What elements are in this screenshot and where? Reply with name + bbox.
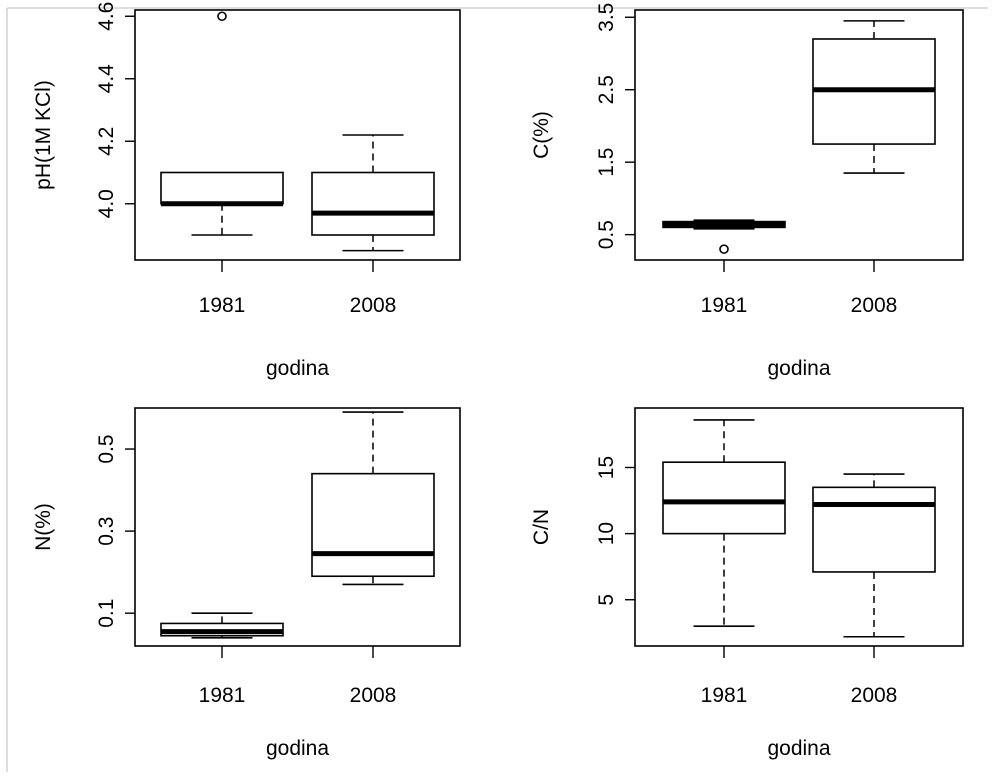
x-axis-label: godina (266, 357, 329, 380)
box-2008 (311, 171, 435, 236)
x-axis-label: godina (767, 357, 830, 380)
plot-frame-3 (134, 407, 461, 647)
y-tick-label: 0.5 (595, 220, 618, 249)
box-2008 (812, 486, 936, 573)
y-tick-label: 4.0 (95, 189, 118, 218)
box-1981 (662, 461, 786, 535)
x-tick-label: 1981 (701, 294, 748, 317)
plot-frame-2 (634, 9, 964, 261)
y-tick-label: 5 (595, 594, 618, 606)
y-axis-label: pH(1M KCl) (32, 80, 55, 190)
y-tick-label: 10 (595, 522, 618, 545)
y-tick-label: 1.5 (595, 148, 618, 177)
y-tick-label: 0.1 (95, 599, 118, 628)
y-axis-label: C/N (530, 509, 553, 545)
y-tick-label: 0.3 (95, 517, 118, 546)
y-tick-label: 4.4 (95, 64, 118, 94)
y-axis-label: C(%) (530, 111, 553, 159)
outlier-point-1981-0 (217, 11, 227, 22)
y-tick-label: 4.6 (95, 2, 118, 31)
y-tick-label: 3.5 (595, 3, 618, 32)
x-tick-label: 1981 (199, 684, 246, 707)
y-tick-label: 4.2 (95, 127, 118, 156)
box-2008 (311, 472, 435, 578)
y-tick-label: 0.5 (95, 434, 118, 463)
outlier-point-1981-0 (719, 244, 729, 254)
x-tick-label: 2008 (851, 294, 898, 317)
y-axis-label: N(%) (32, 503, 55, 551)
plot-frame-4 (634, 407, 964, 647)
x-tick-label: 1981 (701, 684, 748, 707)
y-tick-label: 2.5 (595, 75, 618, 104)
box-1981 (160, 171, 284, 205)
x-tick-label: 2008 (350, 294, 397, 317)
x-tick-label: 2008 (350, 684, 397, 707)
x-axis-label: godina (767, 737, 830, 760)
y-tick-label: 15 (595, 456, 618, 479)
plot-frame-1 (134, 9, 461, 261)
x-tick-label: 2008 (851, 684, 898, 707)
x-tick-label: 1981 (199, 294, 246, 317)
x-axis-label: godina (266, 737, 329, 760)
